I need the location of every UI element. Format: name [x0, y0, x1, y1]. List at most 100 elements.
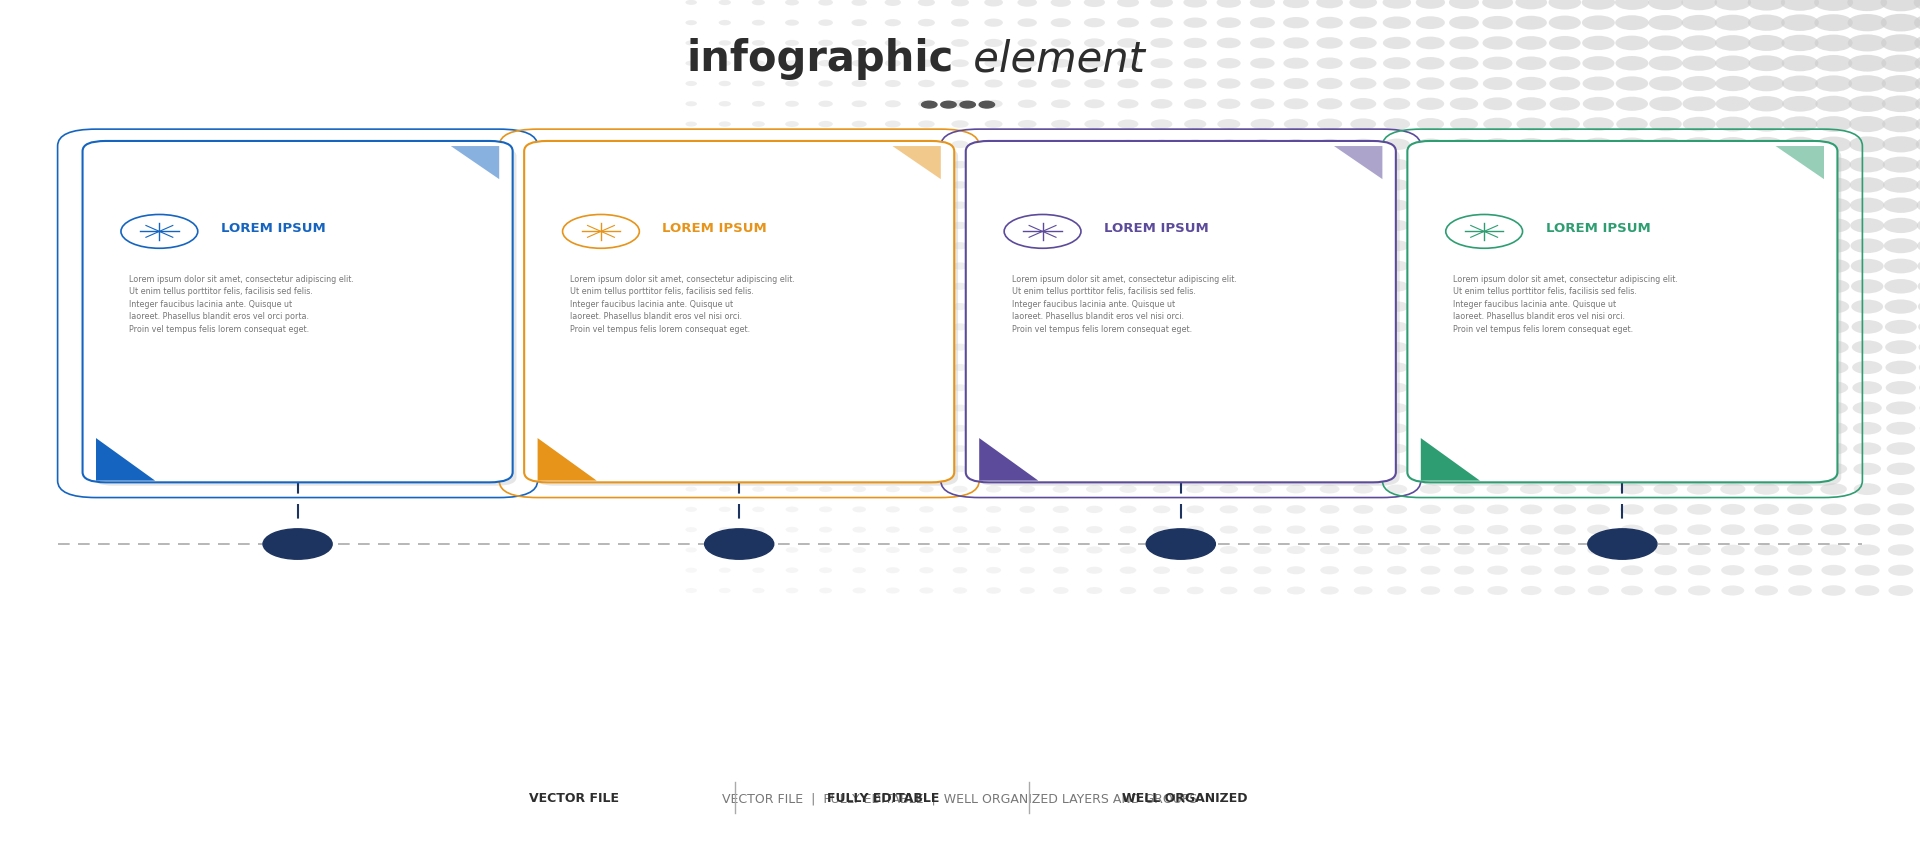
Circle shape — [1252, 323, 1273, 332]
Circle shape — [1018, 283, 1037, 291]
Circle shape — [1484, 281, 1511, 293]
Circle shape — [1450, 139, 1478, 151]
Circle shape — [1885, 300, 1916, 314]
Circle shape — [1816, 239, 1851, 254]
Circle shape — [718, 305, 732, 310]
Circle shape — [1617, 118, 1647, 132]
Circle shape — [1119, 587, 1137, 594]
Circle shape — [1914, 76, 1920, 93]
Circle shape — [952, 284, 968, 290]
Circle shape — [685, 102, 697, 107]
Circle shape — [1354, 465, 1373, 473]
Circle shape — [1786, 361, 1814, 375]
Circle shape — [1085, 19, 1104, 28]
Circle shape — [1651, 199, 1680, 213]
Circle shape — [1185, 344, 1206, 352]
Circle shape — [918, 284, 935, 290]
Circle shape — [1020, 506, 1035, 513]
Circle shape — [1588, 529, 1657, 560]
Circle shape — [1486, 464, 1509, 474]
Circle shape — [920, 547, 933, 554]
Circle shape — [818, 122, 833, 128]
Circle shape — [685, 426, 697, 431]
Circle shape — [1751, 199, 1782, 213]
Circle shape — [1382, 38, 1411, 50]
Circle shape — [1855, 544, 1880, 556]
Circle shape — [1450, 180, 1478, 192]
Circle shape — [1782, 0, 1818, 12]
Circle shape — [1284, 221, 1308, 231]
Circle shape — [1350, 0, 1377, 9]
Circle shape — [920, 425, 933, 432]
Circle shape — [1254, 485, 1271, 494]
Circle shape — [1551, 241, 1578, 252]
Circle shape — [1753, 443, 1780, 455]
Circle shape — [1119, 486, 1137, 493]
Circle shape — [1250, 79, 1275, 89]
Circle shape — [1352, 424, 1375, 434]
Circle shape — [785, 325, 799, 330]
Circle shape — [1615, 16, 1649, 31]
Circle shape — [1620, 484, 1644, 495]
Circle shape — [1517, 118, 1546, 132]
Circle shape — [1419, 484, 1442, 495]
Circle shape — [1219, 283, 1238, 291]
Circle shape — [1453, 587, 1475, 595]
Circle shape — [952, 506, 968, 513]
Circle shape — [1417, 200, 1444, 212]
Circle shape — [1822, 565, 1845, 576]
Circle shape — [885, 324, 900, 331]
Circle shape — [818, 61, 833, 68]
Circle shape — [852, 385, 866, 392]
Circle shape — [820, 528, 831, 533]
Circle shape — [1488, 546, 1507, 555]
Circle shape — [1755, 545, 1778, 555]
Circle shape — [1052, 222, 1069, 230]
Circle shape — [1718, 321, 1747, 334]
Circle shape — [1150, 120, 1173, 130]
Circle shape — [1018, 19, 1037, 28]
Circle shape — [1584, 261, 1613, 273]
Circle shape — [718, 548, 732, 553]
Circle shape — [1219, 485, 1238, 494]
Circle shape — [1119, 364, 1137, 372]
Circle shape — [941, 102, 956, 109]
Text: Lorem ipsum dolor sit amet, consectetur adipiscing elit.
Ut enim tellus porttito: Lorem ipsum dolor sit amet, consectetur … — [570, 274, 795, 333]
Circle shape — [1286, 587, 1306, 595]
Circle shape — [1152, 485, 1171, 494]
Circle shape — [1519, 383, 1544, 393]
Circle shape — [785, 264, 799, 269]
Circle shape — [1117, 79, 1139, 89]
Circle shape — [920, 385, 933, 392]
Circle shape — [1450, 57, 1478, 71]
Circle shape — [753, 62, 764, 67]
Circle shape — [1050, 60, 1071, 68]
Circle shape — [1822, 586, 1845, 596]
Circle shape — [885, 162, 900, 169]
Text: LOREM IPSUM: LOREM IPSUM — [1104, 221, 1210, 235]
Circle shape — [1087, 587, 1102, 594]
Circle shape — [1620, 525, 1644, 535]
Circle shape — [1586, 342, 1611, 354]
Circle shape — [1317, 181, 1342, 191]
Circle shape — [1749, 178, 1784, 193]
Circle shape — [1847, 35, 1887, 52]
Circle shape — [1617, 179, 1647, 192]
Circle shape — [1187, 546, 1204, 555]
Circle shape — [1319, 506, 1340, 514]
Circle shape — [1453, 484, 1475, 495]
Circle shape — [1250, 140, 1275, 150]
Text: infographic: infographic — [687, 38, 954, 80]
Circle shape — [1382, 99, 1411, 111]
Circle shape — [985, 405, 1002, 412]
Circle shape — [1419, 262, 1442, 272]
Circle shape — [1916, 198, 1920, 214]
Circle shape — [1052, 303, 1069, 311]
Circle shape — [920, 506, 933, 513]
Circle shape — [1853, 484, 1882, 495]
Circle shape — [1217, 181, 1240, 191]
Circle shape — [1916, 137, 1920, 154]
Circle shape — [1649, 118, 1682, 132]
Circle shape — [818, 344, 833, 351]
Circle shape — [1651, 362, 1680, 374]
